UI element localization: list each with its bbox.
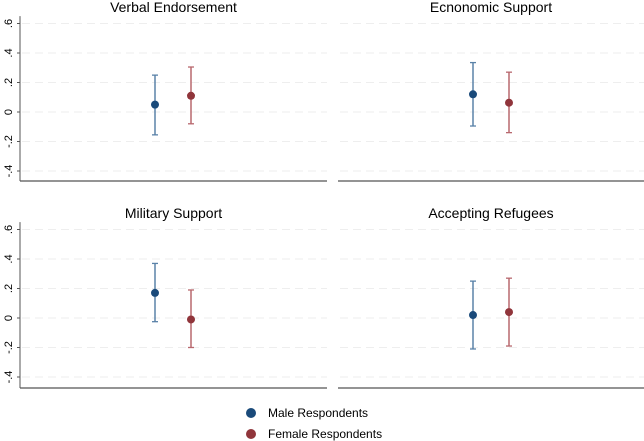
panel-2: Ecnonomic Support — [338, 0, 644, 182]
panel-1: Verbal Endorsement -.4 -.2 0 .2 .4 .6 — [3, 0, 327, 182]
point-estimate — [187, 315, 195, 324]
point-estimate — [151, 288, 159, 297]
panel-3: Military Support -.4 -.2 0 .2 .4 .6 — [3, 205, 327, 389]
y-tick-label: -.4 — [3, 371, 15, 384]
y-tick-label: .6 — [3, 225, 15, 234]
panel-title: Verbal Endorsement — [110, 0, 237, 15]
point-estimate — [469, 90, 477, 99]
panel-4: Accepting Refugees — [338, 205, 644, 389]
legend-marker-female — [246, 429, 256, 439]
legend-marker-male — [246, 408, 256, 418]
legend-label-female: Female Respondents — [268, 427, 382, 441]
y-tick-label: -.2 — [3, 341, 15, 354]
y-tick-label: -.4 — [3, 165, 15, 178]
legend-label-male: Male Respondents — [268, 406, 368, 420]
point-estimate — [469, 311, 477, 320]
y-tick-label: .6 — [3, 19, 15, 28]
point-estimate — [505, 308, 513, 317]
y-tick-label: .4 — [3, 48, 15, 57]
panel-title: Accepting Refugees — [428, 205, 553, 221]
y-tick-label: 0 — [3, 109, 15, 115]
y-tick-label: .2 — [3, 78, 15, 87]
y-tick-label: 0 — [3, 315, 15, 321]
point-estimate — [187, 91, 195, 100]
panel-title: Military Support — [125, 205, 222, 221]
panel-title: Ecnonomic Support — [430, 0, 552, 15]
y-tick-label: -.2 — [3, 135, 15, 148]
point-estimate — [151, 100, 159, 109]
point-estimate — [505, 98, 513, 107]
y-tick-label: .4 — [3, 254, 15, 263]
y-tick-label: .2 — [3, 284, 15, 293]
legend: Male Respondents Female Respondents — [246, 406, 382, 441]
